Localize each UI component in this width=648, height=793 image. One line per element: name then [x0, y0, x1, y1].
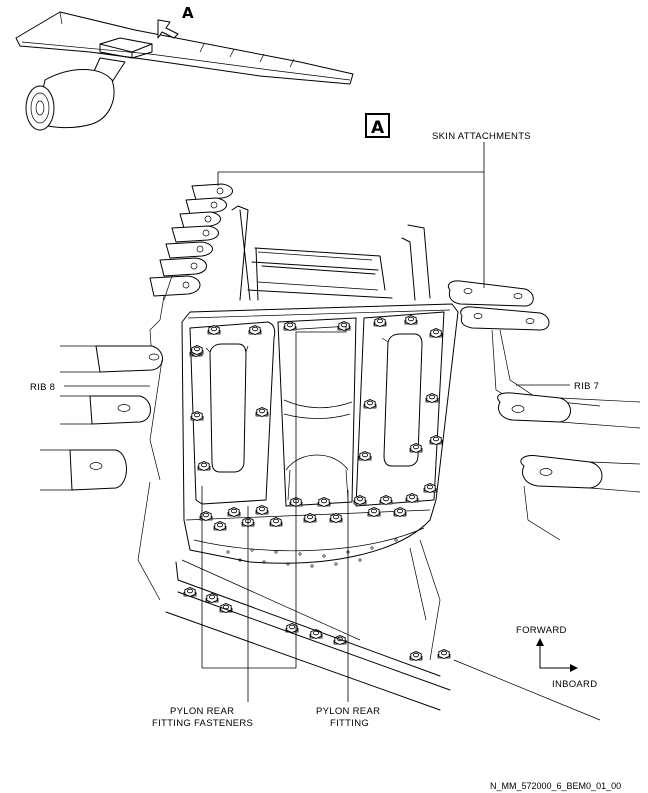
label-inboard: INBOARD: [552, 679, 597, 690]
rivet-dot: [226, 550, 230, 554]
hex-nut: [404, 315, 418, 325]
label-fitting-line1: PYLON REAR: [316, 706, 380, 717]
hex-nut: [358, 451, 372, 461]
detail-callout-letter: A: [182, 4, 194, 22]
hex-nut: [337, 321, 351, 331]
hex-nut: [285, 623, 299, 633]
left-skin-attachments: [149, 183, 233, 361]
hex-nut: [429, 435, 443, 445]
label-forward: FORWARD: [516, 625, 567, 636]
hex-nut: [255, 505, 269, 515]
label-fasteners-line2: FITTING FASTENERS: [152, 718, 253, 729]
hex-nut: [190, 345, 204, 355]
label-fasteners-line1: PYLON REAR: [170, 706, 234, 717]
hex-nut: [213, 521, 227, 531]
rib7-plates: [497, 392, 641, 541]
hex-nut: [199, 511, 213, 521]
leader-lines: [64, 142, 570, 702]
hex-nut: [197, 461, 211, 471]
hex-nut: [207, 325, 221, 335]
rivet-dot: [310, 564, 314, 568]
hex-nut: [329, 513, 343, 523]
right-skin-attachments: [447, 280, 601, 407]
rivet-dot: [298, 552, 302, 556]
fastener-nuts: [183, 315, 451, 661]
rib8-plates: [40, 345, 163, 601]
hex-nut: [227, 507, 241, 517]
rivet-dot: [262, 560, 266, 564]
hex-nut: [425, 393, 439, 403]
rivet-dot: [334, 562, 338, 566]
figure-reference: N_MM_572000_6_BEM0_01_00: [490, 781, 621, 791]
label-rib8: RIB 8: [30, 382, 55, 393]
hex-nut: [379, 495, 393, 505]
view-identifier-box: A: [365, 113, 390, 138]
rivet-dot: [286, 562, 290, 566]
label-rib7: RIB 7: [574, 381, 599, 392]
rivet-dot: [238, 558, 242, 562]
label-fitting-line2: FITTING: [330, 718, 369, 729]
rivet-dot: [250, 548, 254, 552]
view-identifier-letter: A: [371, 118, 385, 138]
rivet-dot: [274, 550, 278, 554]
hex-nut: [393, 507, 407, 517]
rivet-dot: [358, 558, 362, 562]
hex-nut: [205, 593, 219, 603]
hex-nut: [353, 495, 367, 505]
direction-indicator: [536, 638, 578, 672]
label-skin-attachments: SKIN ATTACHMENTS: [432, 131, 531, 142]
rivet-dot: [322, 554, 326, 558]
hex-nut: [303, 513, 317, 523]
locator-view: A: [15, 4, 354, 131]
hex-nut: [437, 649, 451, 659]
hex-nut: [429, 328, 443, 338]
hex-nut: [283, 321, 297, 331]
hex-nut: [409, 651, 423, 661]
hex-nut: [255, 407, 269, 417]
hex-nut: [219, 603, 233, 613]
hex-nut: [333, 635, 347, 645]
hex-nut: [405, 493, 419, 503]
hex-nut: [317, 497, 331, 507]
hex-nut: [367, 507, 381, 517]
hex-nut: [248, 325, 262, 335]
rivet-dot: [370, 546, 374, 550]
hex-nut: [423, 483, 437, 493]
hex-nut: [363, 399, 377, 409]
rivet-dot: [394, 538, 398, 542]
hex-nut: [373, 317, 387, 327]
hex-nut: [409, 443, 423, 453]
lower-beam: [165, 539, 601, 721]
detail-view-a: [40, 183, 641, 721]
hex-nut: [269, 517, 283, 527]
hex-nut: [190, 411, 204, 421]
